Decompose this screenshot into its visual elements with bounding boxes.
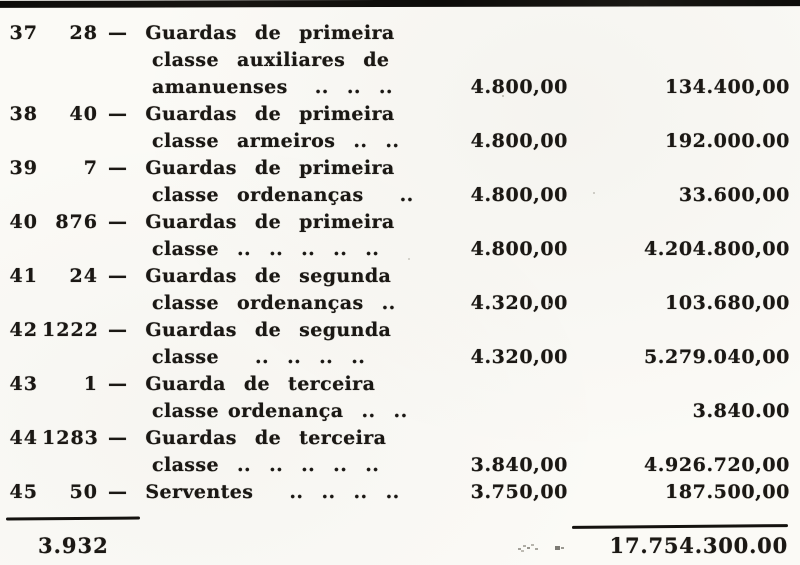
table-row: 44 1283 — Guardas de terceira classe .. .. … [0,425,800,479]
row-number: 41 [9,265,38,287]
total-value: 5.279.040,00 [643,346,790,368]
row-description: — Guardas de terceira classe .. .. .. .. … [104,425,434,479]
total-value: 134.400,00 [665,76,790,98]
row-description: — Guardas de primeira classe auxiliares d… [104,20,434,101]
row-description: — Guardas de segunda classe ordenanças .. [104,263,434,317]
table-row: 39 7 — Guardas de primeira classe ordenança… [0,155,800,209]
row-number: 37 [9,22,38,44]
description-line: classe .. .. .. .. .. [152,238,380,260]
total-value: 4.204.800,00 [643,238,790,260]
table-row: 43 1 — Guarda de terceira classe ordenança … [0,371,800,425]
description-line: — Guardas de primeira [108,211,395,233]
description-line: — Guardas de terceira [108,427,387,449]
description-line: classe ordenanças .. [152,292,396,314]
row-quantity: 1222 [42,319,99,341]
description-line: classe armeiros .. .. [152,130,400,152]
description-line: — Guardas de primeira [108,157,395,179]
total-rule-right [571,524,789,529]
total-value: 187.500,00 [665,481,790,503]
description-line: classe ordenança .. .. [152,400,408,422]
description-line: classe ordenanças .. [152,184,414,206]
description-line: amanuenses .. .. .. [152,76,393,98]
ledger-table: 37 28 — Guardas de primeira classe auxiliar… [0,20,800,506]
row-number: 38 [9,103,38,125]
description-line: — Guardas de segunda [108,319,392,341]
table-row: 38 40 — Guardas de primeira classe armeiros… [0,101,800,155]
unit-value: 3.750,00 [470,481,568,503]
row-quantity: 50 [69,481,98,503]
totals-row: 3.932 17.754.300.00 [0,533,800,563]
unit-value: 4.800,00 [470,238,568,260]
row-number: 44 [9,427,38,449]
ink-speck [593,192,595,194]
ink-speck [408,258,410,260]
total-value: 33.600,00 [678,184,790,206]
row-description: — Guardas de primeira classe ordenanças .… [104,155,434,209]
table-top-rule [0,0,800,8]
description-line: — Guardas de primeira [108,22,395,44]
description-line: — Guarda de terceira [108,373,376,395]
row-quantity: 24 [69,265,98,287]
table-row: 42 1222 — Guardas de segunda classe .. .. .… [0,317,800,371]
description-line: — Serventes .. .. .. .. [108,481,400,503]
ink-speck [502,95,504,97]
row-description: — Guarda de terceira classe ordenança .. … [104,371,434,425]
row-number: 45 [9,481,38,503]
total-quantity: 3.932 [38,533,109,558]
description-line: — Guardas de segunda [108,265,392,287]
total-value: 4.926.720,00 [643,454,790,476]
print-smudge [518,548,521,550]
row-description: — Guardas de segunda classe .. .. .. .. [104,317,434,371]
row-number: 42 [9,319,38,341]
total-value: 3.840.00 [692,400,790,422]
total-amount: 17.754.300.00 [609,533,788,558]
unit-value: 4.800,00 [470,76,568,98]
description-line: classe auxiliares de [152,49,390,71]
row-number: 39 [9,157,38,179]
row-number: 40 [9,211,38,233]
row-quantity: 40 [69,103,98,125]
row-quantity: 1 [83,373,98,395]
row-quantity: 7 [83,157,98,179]
ink-speck [548,303,551,306]
table-row: 45 50 — Serventes .. .. .. .. 3.750,00 187.5… [0,479,800,506]
unit-value: 4.320,00 [470,346,568,368]
total-value: 192.000.00 [665,130,790,152]
unit-value: 4.800,00 [470,130,568,152]
description-line: classe .. .. .. .. .. [152,454,380,476]
row-description: — Guardas de primeira classe armeiros .. … [104,101,434,155]
total-value: 103.680,00 [665,292,790,314]
row-description: — Serventes .. .. .. .. [104,479,434,506]
unit-value: 3.840,00 [470,454,568,476]
table-row: 37 28 — Guardas de primeira classe auxiliar… [0,20,800,101]
description-line: classe .. .. .. .. [152,346,366,368]
row-quantity: 876 [55,211,98,233]
table-row: 40 876 — Guardas de primeira classe .. .. .… [0,209,800,263]
row-number: 43 [9,373,38,395]
unit-value: 4.320,00 [470,292,568,314]
row-quantity: 28 [69,22,98,44]
total-rule-left [5,516,141,521]
row-description: — Guardas de primeira classe .. .. .. .. … [104,209,434,263]
table-row: 41 24 — Guardas de segunda classe ordenança… [0,263,800,317]
unit-value: 4.800,00 [470,184,568,206]
description-line: — Guardas de primeira [108,103,395,125]
row-quantity: 1283 [42,427,99,449]
